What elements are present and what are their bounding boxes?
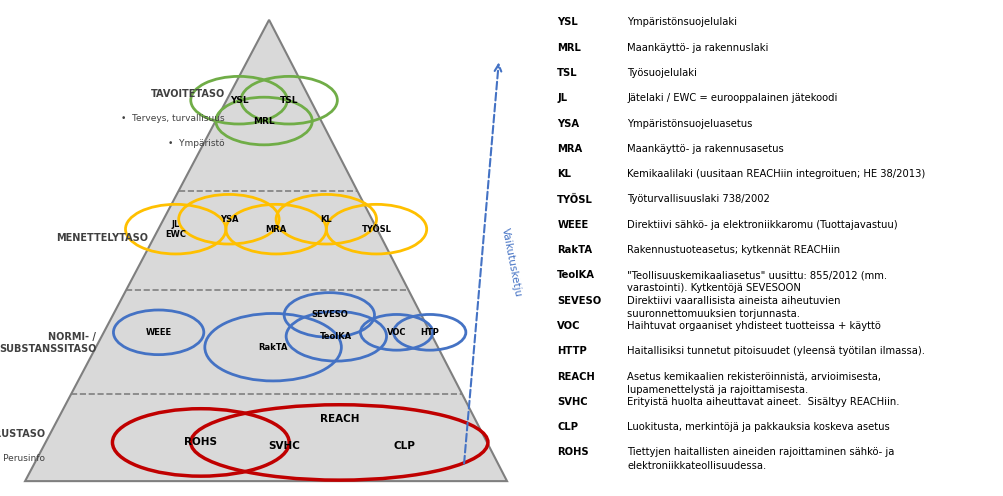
Text: TSL: TSL	[557, 68, 578, 78]
Text: MRA: MRA	[557, 144, 582, 154]
Text: Ympäristönsuojeluasetus: Ympäristönsuojeluasetus	[627, 119, 752, 128]
Text: ROHS: ROHS	[185, 437, 217, 447]
Text: JL
EWC: JL EWC	[165, 220, 186, 239]
Text: JL: JL	[557, 93, 567, 103]
Text: Kemikaalilaki (uusitaan REACHiin integroituen; HE 38/2013): Kemikaalilaki (uusitaan REACHiin integro…	[627, 169, 925, 179]
Text: SVHC: SVHC	[557, 397, 588, 407]
Text: KL: KL	[557, 169, 571, 179]
Text: REACH: REACH	[319, 414, 359, 424]
Text: MRL: MRL	[557, 43, 581, 53]
Text: Työsuojelulaki: Työsuojelulaki	[627, 68, 697, 78]
Text: Haitallisiksi tunnetut pitoisuudet (yleensä työtilan ilmassa).: Haitallisiksi tunnetut pitoisuudet (ylee…	[627, 346, 925, 356]
Text: Erityistä huolta aiheuttavat aineet.  Sisältyy REACHiin.: Erityistä huolta aiheuttavat aineet. Sis…	[627, 397, 899, 407]
Text: Direktiivi vaarallisista aineista aiheutuvien: Direktiivi vaarallisista aineista aiheut…	[627, 296, 841, 306]
Text: ROHS: ROHS	[557, 447, 588, 457]
Text: VOC: VOC	[557, 321, 580, 331]
Text: lupamenettelystä ja rajoittamisesta.: lupamenettelystä ja rajoittamisesta.	[627, 385, 808, 395]
Text: Vaikutusketju: Vaikutusketju	[498, 228, 523, 298]
Text: MENETTELYTASO: MENETTELYTASO	[56, 233, 148, 243]
Text: MRA: MRA	[265, 225, 287, 234]
Text: Asetus kemikaalien rekisteröinnistä, arvioimisesta,: Asetus kemikaalien rekisteröinnistä, arv…	[627, 372, 881, 381]
Text: TeolKA: TeolKA	[320, 332, 352, 341]
Text: PERUSTASO: PERUSTASO	[0, 429, 45, 439]
Text: •  Terveys, turvallisuus: • Terveys, turvallisuus	[121, 114, 225, 123]
Text: TeolKA: TeolKA	[557, 270, 595, 280]
Text: Luokitusta, merkintöjä ja pakkauksia koskeva asetus: Luokitusta, merkintöjä ja pakkauksia kos…	[627, 422, 890, 432]
Text: KL: KL	[320, 215, 332, 224]
Text: TYÖSL: TYÖSL	[557, 194, 593, 204]
Text: Tiettyjen haitallisten aineiden rajoittaminen sähkö- ja: Tiettyjen haitallisten aineiden rajoitta…	[627, 447, 894, 457]
Text: REACH: REACH	[557, 372, 595, 381]
Text: SEVESO: SEVESO	[557, 296, 601, 306]
Text: Direktiivi sähkö- ja elektroniikkaromu (Tuottajavastuu): Direktiivi sähkö- ja elektroniikkaromu (…	[627, 220, 898, 230]
Text: "Teollisuuskemikaaliasetus" uusittu: 855/2012 (mm.: "Teollisuuskemikaaliasetus" uusittu: 855…	[627, 270, 887, 280]
Text: HTP: HTP	[420, 328, 438, 337]
Text: WEEE: WEEE	[557, 220, 588, 230]
Text: RakTA: RakTA	[557, 245, 592, 255]
Text: elektroniikkateollisuudessa.: elektroniikkateollisuudessa.	[627, 461, 766, 471]
Text: •  Ympäristö: • Ympäristö	[168, 139, 225, 148]
Text: VOC: VOC	[386, 328, 406, 337]
Text: suuronnettomuuksien torjunnasta.: suuronnettomuuksien torjunnasta.	[627, 309, 799, 319]
Text: Maankäyttö- ja rakennuslaki: Maankäyttö- ja rakennuslaki	[627, 43, 768, 53]
Text: Jätelaki / EWC = eurooppalainen jätekoodi: Jätelaki / EWC = eurooppalainen jätekood…	[627, 93, 838, 103]
Text: Haihtuvat orgaaniset yhdisteet tuotteissa + käyttö: Haihtuvat orgaaniset yhdisteet tuotteiss…	[627, 321, 881, 331]
Text: MRL: MRL	[253, 117, 275, 125]
Text: WEEE: WEEE	[145, 328, 172, 337]
Text: TSL: TSL	[280, 96, 298, 105]
Text: YSL: YSL	[230, 96, 248, 105]
Text: TAVOITETASO: TAVOITETASO	[150, 89, 225, 99]
Text: NORMI- /
SUBSTANSSITASO: NORMI- / SUBSTANSSITASO	[0, 332, 96, 354]
Polygon shape	[25, 20, 507, 481]
Text: YSA: YSA	[220, 215, 238, 224]
Text: CLP: CLP	[557, 422, 578, 432]
Text: SVHC: SVHC	[268, 441, 300, 451]
Text: Rakennustuoteasetus; kytkennät REACHiin: Rakennustuoteasetus; kytkennät REACHiin	[627, 245, 840, 255]
Text: TYÖSL: TYÖSL	[361, 225, 391, 234]
Text: HTTP: HTTP	[557, 346, 587, 356]
Text: RakTA: RakTA	[258, 343, 288, 352]
Text: YSA: YSA	[557, 119, 579, 128]
Text: Ympäristönsuojelulaki: Ympäristönsuojelulaki	[627, 17, 737, 27]
Text: •  Perusinfo: • Perusinfo	[0, 454, 45, 463]
Text: Maankäyttö- ja rakennusasetus: Maankäyttö- ja rakennusasetus	[627, 144, 783, 154]
Text: SEVESO: SEVESO	[311, 310, 347, 319]
Text: YSL: YSL	[557, 17, 578, 27]
Text: Työturvallisuuslaki 738/2002: Työturvallisuuslaki 738/2002	[627, 194, 769, 204]
Text: varastointi). Kytkentöjä SEVESOON: varastointi). Kytkentöjä SEVESOON	[627, 284, 800, 294]
Text: CLP: CLP	[393, 441, 415, 451]
